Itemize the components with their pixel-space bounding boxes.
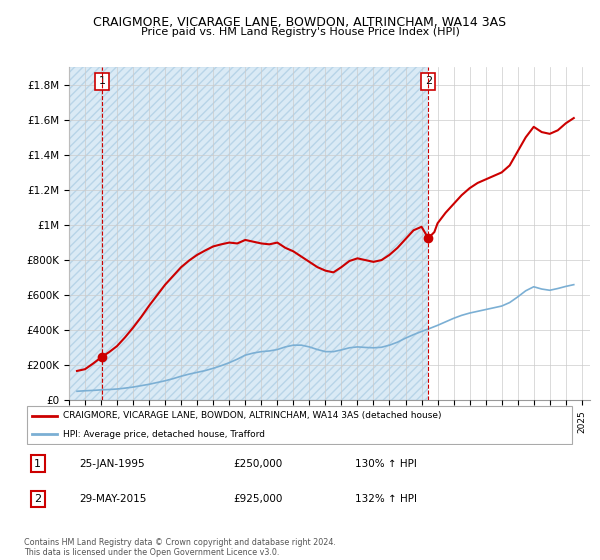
Text: CRAIGMORE, VICARAGE LANE, BOWDON, ALTRINCHAM, WA14 3AS (detached house): CRAIGMORE, VICARAGE LANE, BOWDON, ALTRIN… bbox=[62, 411, 441, 420]
Text: £925,000: £925,000 bbox=[234, 494, 283, 504]
Text: 2: 2 bbox=[425, 76, 432, 86]
Text: 132% ↑ HPI: 132% ↑ HPI bbox=[355, 494, 417, 504]
Text: CRAIGMORE, VICARAGE LANE, BOWDON, ALTRINCHAM, WA14 3AS: CRAIGMORE, VICARAGE LANE, BOWDON, ALTRIN… bbox=[94, 16, 506, 29]
Bar bbox=[428, 67, 590, 400]
Text: 2: 2 bbox=[34, 494, 41, 504]
Text: 1: 1 bbox=[98, 76, 106, 86]
Text: £250,000: £250,000 bbox=[234, 459, 283, 469]
Bar bbox=[69, 67, 590, 400]
Text: HPI: Average price, detached house, Trafford: HPI: Average price, detached house, Traf… bbox=[62, 430, 265, 439]
Text: 130% ↑ HPI: 130% ↑ HPI bbox=[355, 459, 417, 469]
Text: 1: 1 bbox=[34, 459, 41, 469]
FancyBboxPatch shape bbox=[27, 407, 572, 444]
Text: 29-MAY-2015: 29-MAY-2015 bbox=[79, 494, 146, 504]
Text: Price paid vs. HM Land Registry's House Price Index (HPI): Price paid vs. HM Land Registry's House … bbox=[140, 27, 460, 37]
Text: 25-JAN-1995: 25-JAN-1995 bbox=[79, 459, 145, 469]
Text: Contains HM Land Registry data © Crown copyright and database right 2024.
This d: Contains HM Land Registry data © Crown c… bbox=[24, 538, 336, 557]
